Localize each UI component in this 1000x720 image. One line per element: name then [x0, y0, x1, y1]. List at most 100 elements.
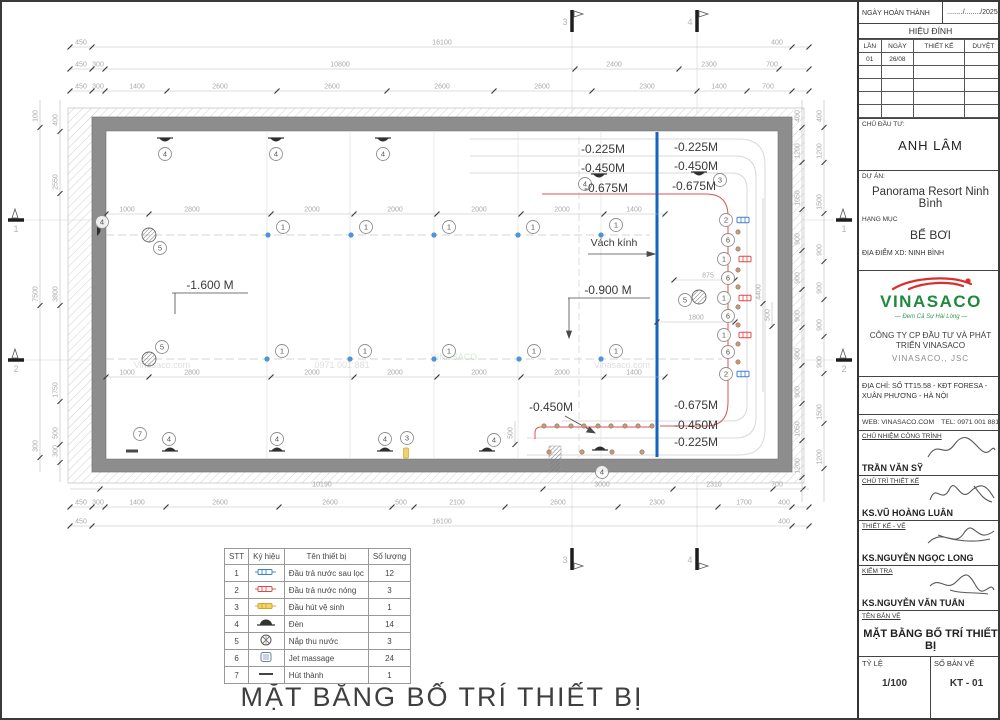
dim-tick — [799, 159, 805, 166]
dim-label: 2600 — [534, 84, 550, 91]
annotation-label: -0.450M — [581, 161, 625, 175]
circled-marker — [276, 220, 290, 234]
dim-tick — [518, 211, 524, 217]
dim-tick — [57, 459, 63, 466]
dim-tick — [806, 504, 812, 510]
red-return-device — [738, 331, 752, 339]
dim-tick — [491, 88, 497, 94]
marker-number: 1 — [364, 223, 368, 232]
dim-label: 2310 — [706, 482, 722, 489]
dim-label: 2300 — [649, 500, 665, 507]
revision-table: LẦN NGÀY THIẾT KẾ DUYỆT 01 26/08 — [859, 39, 998, 118]
client-label: CHỦ ĐẦU TƯ: — [862, 121, 905, 128]
dim-tick — [103, 374, 109, 380]
circled-marker — [717, 291, 731, 305]
annotation-label: -0.225M — [581, 142, 625, 156]
section-number: 2 — [841, 364, 846, 374]
dim-tick — [671, 277, 677, 283]
dim-label: 400 — [778, 500, 790, 507]
annotation-label: -1.600 M — [186, 278, 233, 292]
dim-tick — [694, 88, 700, 94]
dim-label: 1400 — [129, 500, 145, 507]
jet-massage-device — [735, 304, 741, 310]
circled-marker — [578, 177, 592, 191]
legend-device-name: Đầu trả nước sau lọc — [283, 564, 369, 582]
dim-tick — [821, 333, 827, 340]
lamp-device — [270, 138, 282, 142]
role-checker: KIỂM TRA KS.NGUYỄN VĂN TUẤN — [859, 566, 998, 611]
scale-label: TỶ LỆ — [862, 659, 883, 668]
dim-tick — [654, 319, 660, 325]
marker-number: 4 — [167, 435, 171, 444]
section-flag-icon — [839, 207, 847, 219]
dim-label: 2100 — [449, 500, 465, 507]
jet-icon — [260, 652, 272, 662]
dim-label: 2000 — [471, 370, 487, 377]
dim-label: 10190 — [312, 482, 332, 489]
lamp-device — [164, 447, 176, 451]
dim-label: 300 — [92, 62, 104, 69]
dim-tick — [37, 454, 43, 461]
circled-marker — [400, 431, 414, 445]
jet-massage-device — [609, 449, 615, 455]
dim-label: 1750 — [53, 382, 60, 398]
glyph-lamp — [260, 619, 273, 625]
marker-number: 3 — [405, 434, 409, 443]
jet-massage-device — [649, 423, 655, 429]
section-flag-icon — [839, 347, 847, 359]
sheet-number-label: SỐ BẢN VẼ — [934, 659, 975, 668]
revision-section: HIỆU ĐÍNH LẦN NGÀY THIẾT KẾ DUYỆT 01 26/… — [859, 24, 998, 119]
drain-device — [691, 289, 707, 305]
jet-massage-device — [581, 423, 587, 429]
blue-return-device — [736, 370, 750, 378]
marker-number: 6 — [726, 312, 730, 321]
marker-number: 1 — [722, 255, 726, 264]
depth-annotations: -0.225M -0.450M -0.675M -0.225M -0.450M -0.67… — [186, 140, 718, 449]
dim-tick — [384, 88, 390, 94]
legend-qty: 3 — [367, 632, 412, 650]
dim-tick — [776, 66, 782, 72]
legend-row: 6 Jet massage 24 — [223, 649, 412, 667]
role-project-manager: CHỦ NHIỆM CÔNG TRÌNH TRẦN VĂN SỸ — [859, 431, 998, 476]
glyph-rect — [257, 586, 273, 592]
circled-marker — [162, 432, 176, 446]
project-name: Panorama Resort Ninh Bình — [872, 186, 989, 210]
dim-label: 1050 — [795, 190, 802, 206]
dim-label: 2000 — [554, 207, 570, 214]
dim-tick — [799, 474, 805, 481]
signature-icon — [929, 485, 995, 503]
jet-massage-device — [635, 423, 641, 429]
dim-tick — [57, 398, 63, 405]
glyph-rect — [257, 569, 273, 575]
annotation-label: Vách kính — [591, 237, 638, 249]
blue-return-device — [348, 232, 354, 238]
blue-return-device — [265, 232, 271, 238]
section-number: 4 — [687, 17, 692, 27]
dim-label: 3800 — [53, 286, 60, 302]
dim-tick — [57, 190, 63, 197]
dim-label: 2600 — [550, 500, 566, 507]
category-label: HẠNG MỤC — [862, 216, 898, 223]
company-short-name: VINASACO., JSC — [891, 353, 970, 363]
dim-tick — [540, 486, 546, 492]
dim-label: 2000 — [304, 370, 320, 377]
legend-row: 1 Đầu trả nước sau lọc 12 — [223, 564, 412, 582]
circled-marker — [595, 465, 609, 479]
revision-col-duyet: DUYỆT — [964, 39, 998, 53]
dim-tick — [799, 124, 805, 131]
dim-label: 900 — [795, 272, 802, 284]
dim-tick — [806, 88, 812, 94]
jet-massage-device — [735, 246, 741, 252]
circled-marker — [95, 215, 109, 229]
dim-label: 900 — [795, 233, 802, 245]
dim-label: 4400 — [756, 284, 763, 300]
dim-label: 900 — [795, 310, 802, 322]
dim-tick — [518, 374, 524, 380]
jet-massage-device — [541, 423, 547, 429]
circled-marker — [378, 432, 392, 446]
dim-tick — [351, 374, 357, 380]
marker-number: 3 — [718, 176, 722, 185]
company-name: CÔNG TY CP ĐẦU TƯ VÀ PHÁT TRIỂN VINASACO — [869, 331, 992, 351]
scale-value: 1/100 — [881, 678, 908, 689]
legend-header-qty: Số lượng — [367, 548, 412, 565]
